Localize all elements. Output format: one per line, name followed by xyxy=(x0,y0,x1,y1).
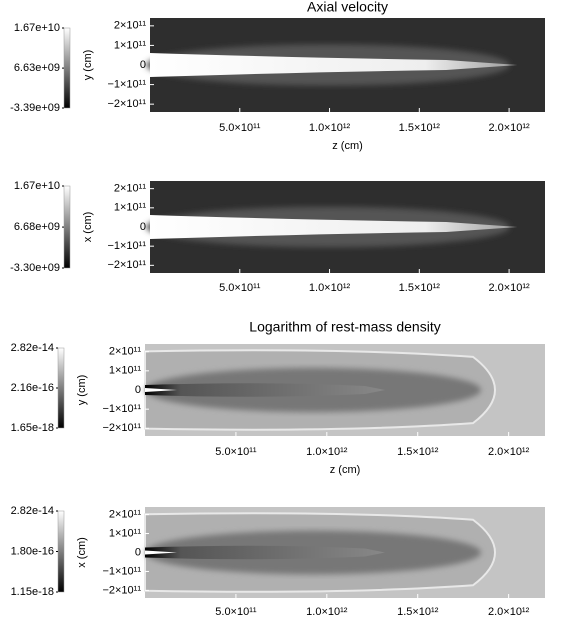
jet xyxy=(145,545,385,560)
y-tick-label: −2×10¹¹ xyxy=(102,584,141,596)
colorbar-tick-label: 1.65e-18 xyxy=(11,422,54,434)
colorbar xyxy=(63,27,71,109)
colorbar xyxy=(63,185,71,269)
y-axis-label: x (cm) xyxy=(82,212,94,243)
x-tick-label: 1.5×10¹² xyxy=(397,446,439,458)
y-tick-label: 0 xyxy=(135,384,141,396)
y-axis-label: y (cm) xyxy=(82,50,94,81)
jet xyxy=(145,383,385,397)
chart-title: Logarithm of rest-mass density xyxy=(249,319,440,335)
y-axis-label: x (cm) xyxy=(76,537,88,568)
y-axis-label: y (cm) xyxy=(76,375,88,406)
y-tick-label: 1×10¹¹ xyxy=(114,202,146,214)
y-tick-label: 0 xyxy=(135,546,141,558)
x-tick-label: 1.5×10¹² xyxy=(399,282,441,294)
y-tick-label: −1×10¹¹ xyxy=(102,403,141,415)
colorbar xyxy=(57,347,65,429)
chart-title: Axial velocity xyxy=(307,0,388,15)
y-tick-label: 0 xyxy=(140,221,146,233)
colorbar-tick-label: 2.16e-16 xyxy=(11,382,54,394)
panel xyxy=(146,181,545,273)
jet xyxy=(150,215,518,239)
x-tick-label: 5.0×10¹¹ xyxy=(215,446,257,458)
jet-core xyxy=(145,388,177,392)
x-tick-label: 1.5×10¹² xyxy=(399,122,441,134)
x-tick-label: 2.0×10¹² xyxy=(488,122,530,134)
panel xyxy=(144,344,545,436)
panel xyxy=(146,18,545,112)
y-tick-label: −1×10¹¹ xyxy=(107,240,146,252)
y-tick-label: −1×10¹¹ xyxy=(102,565,141,577)
x-tick-label: 1.5×10¹² xyxy=(397,606,439,618)
colorbar-tick-label: -3.30e+09 xyxy=(10,262,60,274)
colorbar-tick-label: 6.63e+09 xyxy=(14,62,60,74)
x-tick-label: 1.0×10¹² xyxy=(306,606,348,618)
x-tick-label: 1.0×10¹² xyxy=(309,122,351,134)
colorbar-tick-label: 2.82e-14 xyxy=(11,342,54,354)
x-axis-label: z (cm) xyxy=(332,140,363,152)
colorbar-tick-label: 1.67e+10 xyxy=(14,180,60,192)
y-tick-label: 2×10¹¹ xyxy=(114,183,146,195)
x-tick-label: 2.0×10¹² xyxy=(488,446,530,458)
y-tick-label: 1×10¹¹ xyxy=(109,527,141,539)
x-axis-label: z (cm) xyxy=(330,464,361,476)
y-tick-label: −2×10¹¹ xyxy=(107,259,146,271)
x-tick-label: 2.0×10¹² xyxy=(488,282,530,294)
y-tick-label: 2×10¹¹ xyxy=(114,20,146,32)
x-tick-label: 2.0×10¹² xyxy=(488,606,530,618)
colorbar-tick-label: -3.39e+09 xyxy=(10,102,60,114)
jet xyxy=(150,53,518,77)
y-tick-label: 2×10¹¹ xyxy=(109,508,141,520)
colorbar-tick-label: 1.67e+10 xyxy=(14,22,60,34)
colorbar xyxy=(57,510,65,593)
x-tick-label: 5.0×10¹¹ xyxy=(219,282,261,294)
y-tick-label: 1×10¹¹ xyxy=(109,365,141,377)
y-tick-label: 1×10¹¹ xyxy=(114,39,146,51)
panel xyxy=(144,507,545,598)
x-tick-label: 5.0×10¹¹ xyxy=(219,122,261,134)
x-tick-label: 5.0×10¹¹ xyxy=(215,606,257,618)
x-tick-label: 1.0×10¹² xyxy=(309,282,351,294)
colorbar-tick-label: 6.68e+09 xyxy=(14,221,60,233)
y-tick-label: 2×10¹¹ xyxy=(109,346,141,358)
y-tick-label: 0 xyxy=(140,59,146,71)
y-tick-label: −2×10¹¹ xyxy=(102,422,141,434)
colorbar-tick-label: 2.82e-14 xyxy=(11,505,54,517)
x-tick-label: 1.0×10¹² xyxy=(306,446,348,458)
jet-core xyxy=(145,550,177,555)
colorbar-tick-label: 1.15e-18 xyxy=(11,586,54,598)
y-tick-label: −2×10¹¹ xyxy=(107,98,146,110)
colorbar-tick-label: 1.80e-16 xyxy=(11,545,54,557)
y-tick-label: −1×10¹¹ xyxy=(107,78,146,90)
